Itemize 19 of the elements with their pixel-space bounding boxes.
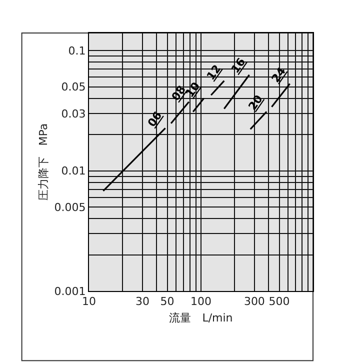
text: 12 (204, 62, 224, 82)
y-axis-title: 圧力降下 MPa (36, 123, 50, 201)
x-tick-label: 300 (244, 295, 265, 308)
y-tick-label: 0.001 (54, 284, 86, 298)
text: 16 (228, 55, 248, 76)
y-tick-label: 0.03 (61, 107, 86, 120)
text: 20 (246, 92, 266, 113)
x-tick-label: 30 (135, 295, 150, 308)
y-tick-label: 0.05 (61, 80, 86, 94)
y-tick-label: 0.01 (61, 164, 86, 178)
y-tick-label: 0.005 (54, 200, 86, 214)
x-tick-label: 100 (190, 295, 212, 308)
x-axis-title: 流量 L/min (169, 311, 233, 324)
x-tick-label: 50 (160, 295, 174, 308)
x-tick-label: 500 (268, 295, 290, 308)
text: 06 (145, 109, 165, 130)
x-tick-label: 10 (82, 295, 96, 308)
text: 24 (269, 64, 289, 85)
y-tick-label: 0.1 (68, 44, 86, 58)
